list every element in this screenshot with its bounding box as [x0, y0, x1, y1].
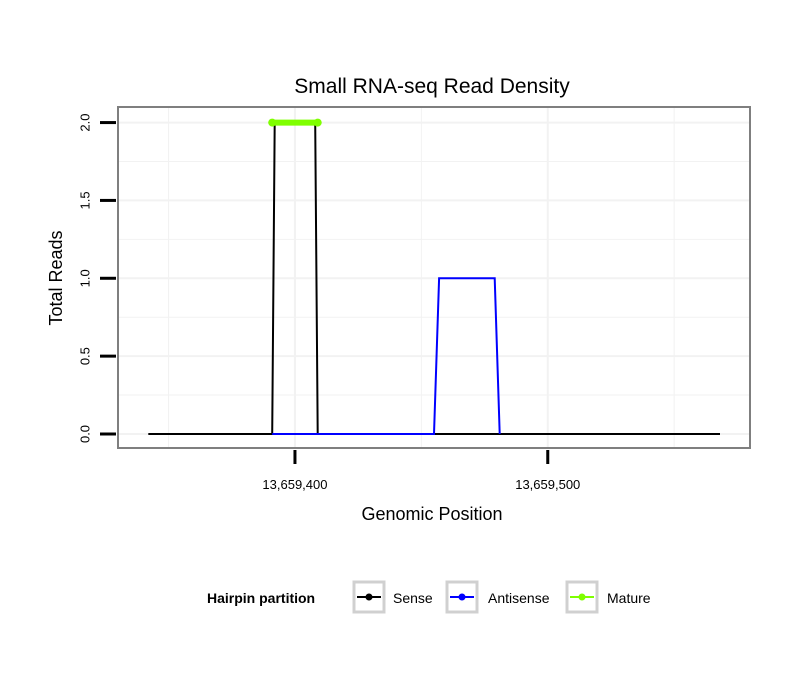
legend-label-antisense: Antisense	[488, 590, 550, 606]
legend-title: Hairpin partition	[207, 590, 315, 606]
legend: Hairpin partition Sense Antisense Mature	[207, 580, 651, 614]
y-tick-label: 0.5	[77, 347, 92, 365]
legend-key-point	[458, 593, 466, 601]
y-tick-label: 0.0	[77, 425, 92, 443]
chart-title: Small RNA-seq Read Density	[294, 75, 570, 98]
series-line-antisense	[272, 277, 501, 435]
legend-key-point	[578, 593, 586, 601]
y-tick-label: 1.0	[77, 269, 92, 287]
legend-label-mature: Mature	[607, 590, 651, 606]
legend-key-point	[365, 593, 373, 601]
legend-label-sense: Sense	[393, 590, 433, 606]
y-tick-label: 2.0	[77, 114, 92, 132]
series-point-mature	[313, 118, 322, 127]
y-axis-title: Total Reads	[46, 230, 66, 325]
series-point-mature	[268, 118, 277, 127]
y-tick-label: 1.5	[77, 191, 92, 209]
x-axis-title: Genomic Position	[361, 504, 502, 524]
grid-lines	[118, 107, 750, 448]
axes: 13,659,400 13,659,500 0.0 0.5 1.0 1.5 2.0	[77, 114, 580, 492]
data-series	[148, 118, 720, 435]
x-tick-label: 13,659,500	[515, 477, 580, 492]
plot-panel-border	[117, 106, 751, 449]
x-tick-label: 13,659,400	[262, 477, 327, 492]
